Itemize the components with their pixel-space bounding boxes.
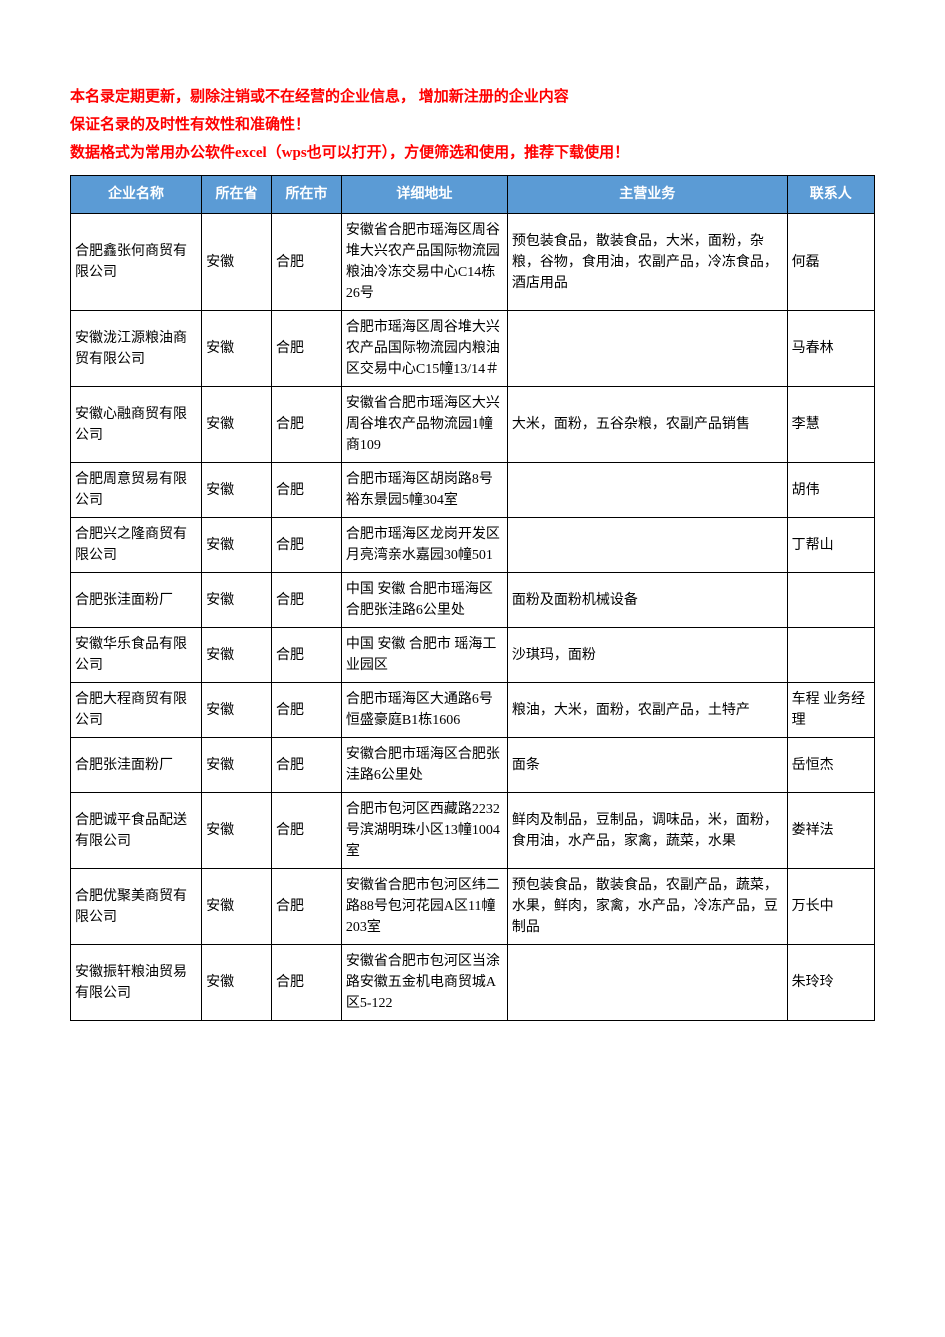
cell-address: 安徽合肥市瑶海区合肥张洼路6公里处 [341, 738, 507, 793]
cell-name: 合肥诚平食品配送有限公司 [71, 793, 202, 869]
header-line-1: 本名录定期更新，剔除注销或不在经营的企业信息， 增加新注册的企业内容 [70, 85, 875, 109]
cell-business [507, 311, 787, 387]
table-header-row: 企业名称 所在省 所在市 详细地址 主营业务 联系人 [71, 176, 875, 214]
cell-contact: 娄祥法 [787, 793, 874, 869]
cell-address: 合肥市瑶海区龙岗开发区月亮湾亲水嘉园30幢501 [341, 518, 507, 573]
table-row: 安徽泷江源粮油商贸有限公司安徽合肥合肥市瑶海区周谷堆大兴农产品国际物流园内粮油区… [71, 311, 875, 387]
cell-city: 合肥 [271, 683, 341, 738]
cell-business [507, 518, 787, 573]
table-row: 合肥张洼面粉厂安徽合肥安徽合肥市瑶海区合肥张洼路6公里处面条岳恒杰 [71, 738, 875, 793]
col-header-address: 详细地址 [341, 176, 507, 214]
cell-name: 合肥张洼面粉厂 [71, 738, 202, 793]
cell-name: 合肥周意贸易有限公司 [71, 463, 202, 518]
cell-province: 安徽 [202, 311, 272, 387]
cell-contact: 丁帮山 [787, 518, 874, 573]
table-row: 安徽华乐食品有限公司安徽合肥中国 安徽 合肥市 瑶海工业园区沙琪玛，面粉 [71, 628, 875, 683]
cell-contact: 马春林 [787, 311, 874, 387]
cell-address: 安徽省合肥市瑶海区周谷堆大兴农产品国际物流园粮油冷冻交易中心C14栋26号 [341, 214, 507, 311]
cell-name: 合肥优聚美商贸有限公司 [71, 869, 202, 945]
cell-business: 预包装食品，散装食品，大米，面粉，杂粮，谷物，食用油，农副产品，冷冻食品，酒店用… [507, 214, 787, 311]
table-body: 合肥鑫张何商贸有限公司安徽合肥安徽省合肥市瑶海区周谷堆大兴农产品国际物流园粮油冷… [71, 214, 875, 1021]
cell-contact: 李慧 [787, 387, 874, 463]
cell-business [507, 463, 787, 518]
cell-address: 安徽省合肥市包河区当涂路安徽五金机电商贸城A区5-122 [341, 945, 507, 1021]
cell-name: 合肥鑫张何商贸有限公司 [71, 214, 202, 311]
cell-city: 合肥 [271, 573, 341, 628]
col-header-name: 企业名称 [71, 176, 202, 214]
cell-province: 安徽 [202, 683, 272, 738]
table-row: 合肥鑫张何商贸有限公司安徽合肥安徽省合肥市瑶海区周谷堆大兴农产品国际物流园粮油冷… [71, 214, 875, 311]
cell-province: 安徽 [202, 738, 272, 793]
cell-address: 中国 安徽 合肥市 瑶海工业园区 [341, 628, 507, 683]
cell-city: 合肥 [271, 214, 341, 311]
table-row: 合肥周意贸易有限公司安徽合肥合肥市瑶海区胡岗路8号裕东景园5幢304室 胡伟 [71, 463, 875, 518]
cell-business [507, 945, 787, 1021]
cell-province: 安徽 [202, 518, 272, 573]
table-row: 合肥优聚美商贸有限公司安徽合肥安徽省合肥市包河区纬二路88号包河花园A区11幢2… [71, 869, 875, 945]
cell-name: 合肥兴之隆商贸有限公司 [71, 518, 202, 573]
header-line-2: 保证名录的及时性有效性和准确性！ [70, 113, 875, 137]
cell-city: 合肥 [271, 793, 341, 869]
cell-city: 合肥 [271, 945, 341, 1021]
cell-contact [787, 628, 874, 683]
cell-name: 合肥张洼面粉厂 [71, 573, 202, 628]
cell-city: 合肥 [271, 518, 341, 573]
cell-contact: 朱玲玲 [787, 945, 874, 1021]
cell-address: 合肥市瑶海区胡岗路8号裕东景园5幢304室 [341, 463, 507, 518]
cell-province: 安徽 [202, 463, 272, 518]
cell-province: 安徽 [202, 387, 272, 463]
cell-contact: 何磊 [787, 214, 874, 311]
cell-city: 合肥 [271, 628, 341, 683]
cell-city: 合肥 [271, 311, 341, 387]
cell-city: 合肥 [271, 463, 341, 518]
col-header-province: 所在省 [202, 176, 272, 214]
cell-name: 合肥大程商贸有限公司 [71, 683, 202, 738]
cell-address: 安徽省合肥市包河区纬二路88号包河花园A区11幢203室 [341, 869, 507, 945]
cell-city: 合肥 [271, 387, 341, 463]
cell-city: 合肥 [271, 869, 341, 945]
table-row: 安徽心融商贸有限公司安徽合肥安徽省合肥市瑶海区大兴周谷堆农产品物流园1幢商109… [71, 387, 875, 463]
cell-address: 合肥市瑶海区周谷堆大兴农产品国际物流园内粮油区交易中心C15幢13/14＃ [341, 311, 507, 387]
cell-province: 安徽 [202, 869, 272, 945]
cell-business: 鲜肉及制品，豆制品，调味品，米，面粉，食用油，水产品，家禽，蔬菜，水果 [507, 793, 787, 869]
cell-province: 安徽 [202, 214, 272, 311]
cell-name: 安徽心融商贸有限公司 [71, 387, 202, 463]
cell-contact: 车程 业务经理 [787, 683, 874, 738]
cell-contact: 岳恒杰 [787, 738, 874, 793]
cell-address: 合肥市包河区西藏路2232号滨湖明珠小区13幢1004室 [341, 793, 507, 869]
cell-contact: 胡伟 [787, 463, 874, 518]
cell-name: 安徽泷江源粮油商贸有限公司 [71, 311, 202, 387]
col-header-city: 所在市 [271, 176, 341, 214]
cell-business: 面条 [507, 738, 787, 793]
cell-name: 安徽华乐食品有限公司 [71, 628, 202, 683]
cell-business: 面粉及面粉机械设备 [507, 573, 787, 628]
cell-business: 大米，面粉，五谷杂粮，农副产品销售 [507, 387, 787, 463]
header-line-3: 数据格式为常用办公软件excel（wps也可以打开），方便筛选和使用，推荐下载使… [70, 141, 875, 165]
enterprise-table: 企业名称 所在省 所在市 详细地址 主营业务 联系人 合肥鑫张何商贸有限公司安徽… [70, 175, 875, 1021]
cell-business: 粮油，大米，面粉，农副产品，土特产 [507, 683, 787, 738]
cell-city: 合肥 [271, 738, 341, 793]
cell-business: 预包装食品，散装食品，农副产品，蔬菜，水果，鲜肉，家禽，水产品，冷冻产品，豆制品 [507, 869, 787, 945]
cell-address: 安徽省合肥市瑶海区大兴周谷堆农产品物流园1幢商109 [341, 387, 507, 463]
cell-province: 安徽 [202, 793, 272, 869]
table-row: 合肥大程商贸有限公司安徽合肥合肥市瑶海区大通路6号恒盛豪庭B1栋1606粮油，大… [71, 683, 875, 738]
cell-name: 安徽振轩粮油贸易有限公司 [71, 945, 202, 1021]
cell-contact: 万长中 [787, 869, 874, 945]
cell-business: 沙琪玛，面粉 [507, 628, 787, 683]
table-row: 安徽振轩粮油贸易有限公司安徽合肥安徽省合肥市包河区当涂路安徽五金机电商贸城A区5… [71, 945, 875, 1021]
table-row: 合肥张洼面粉厂安徽合肥中国 安徽 合肥市瑶海区 合肥张洼路6公里处面粉及面粉机械… [71, 573, 875, 628]
table-row: 合肥诚平食品配送有限公司安徽合肥合肥市包河区西藏路2232号滨湖明珠小区13幢1… [71, 793, 875, 869]
col-header-contact: 联系人 [787, 176, 874, 214]
cell-province: 安徽 [202, 945, 272, 1021]
cell-address: 中国 安徽 合肥市瑶海区 合肥张洼路6公里处 [341, 573, 507, 628]
cell-province: 安徽 [202, 573, 272, 628]
col-header-business: 主营业务 [507, 176, 787, 214]
cell-province: 安徽 [202, 628, 272, 683]
table-row: 合肥兴之隆商贸有限公司安徽合肥合肥市瑶海区龙岗开发区月亮湾亲水嘉园30幢501 丁… [71, 518, 875, 573]
cell-contact [787, 573, 874, 628]
cell-address: 合肥市瑶海区大通路6号恒盛豪庭B1栋1606 [341, 683, 507, 738]
